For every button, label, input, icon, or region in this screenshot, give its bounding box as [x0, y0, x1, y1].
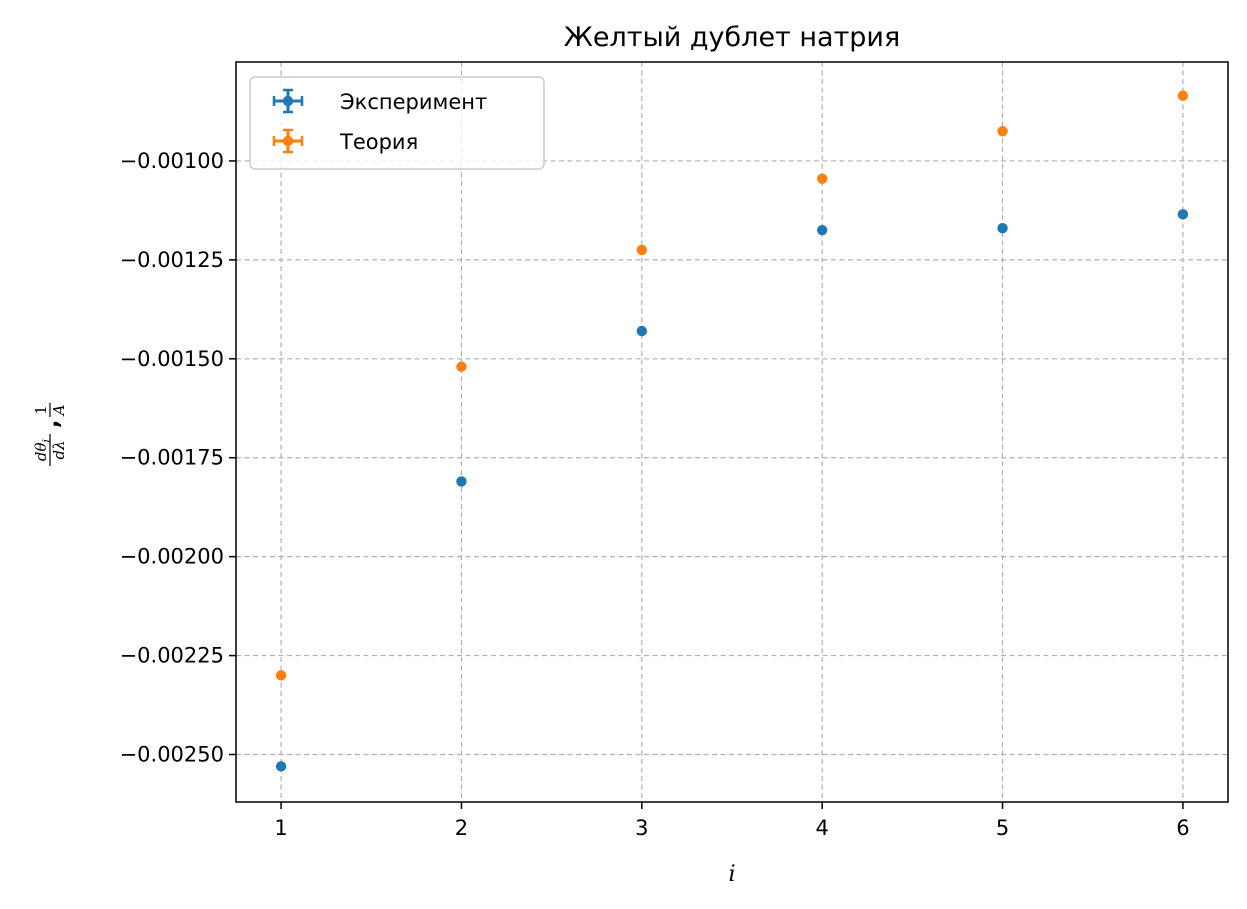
grid-layer — [236, 62, 1228, 802]
data-point-theory — [997, 126, 1008, 137]
series-layer — [275, 90, 1189, 772]
y-tick-label: −0.00125 — [120, 248, 224, 272]
y-label-comma: , — [39, 420, 64, 428]
data-point-experiment — [636, 325, 648, 337]
data-point-experiment — [275, 761, 287, 772]
legend-label: Теория — [339, 130, 418, 154]
y-tick-label: −0.00250 — [120, 743, 224, 767]
x-axis-label: i — [728, 862, 735, 887]
x-tick-label: 1 — [274, 816, 287, 840]
y-label-den-b: A — [50, 404, 68, 417]
x-tick-label: 2 — [455, 816, 468, 840]
y-tick-label: −0.00150 — [120, 347, 224, 371]
data-point-theory — [816, 173, 828, 184]
data-point-experiment — [1177, 209, 1189, 220]
y-tick-label: −0.00175 — [120, 446, 224, 470]
y-label-den-a: dλ — [50, 440, 68, 459]
data-point-theory — [1177, 90, 1189, 101]
data-point-experiment — [997, 223, 1008, 234]
y-tick-label: −0.00225 — [120, 644, 224, 668]
legend-items: Эксперимент Теория — [272, 88, 487, 154]
data-point-experiment — [456, 476, 467, 487]
y-label-num-b: 1 — [32, 405, 50, 415]
legend-label: Эксперимент — [340, 90, 487, 114]
legend-item: Эксперимент — [272, 88, 487, 114]
legend: Эксперимент Теория — [249, 76, 545, 170]
chart-title: Желтый дублет натрия — [564, 22, 900, 53]
y-tick-label: −0.00100 — [120, 149, 224, 173]
data-point-theory — [275, 670, 287, 681]
legend-item: Теория — [272, 128, 418, 154]
plot-frame — [235, 61, 1229, 803]
x-tick-label: 3 — [635, 816, 648, 840]
y-label-sub-a: i — [40, 439, 53, 443]
legend-frame — [249, 76, 545, 170]
data-point-theory — [456, 361, 467, 372]
legend-marker-dot — [282, 135, 294, 147]
y-tick-label: −0.00200 — [120, 545, 224, 569]
x-tick-label: 6 — [1176, 816, 1189, 840]
data-point-experiment — [816, 224, 828, 236]
tick-layer: 1 2 3 4 5 6 −0.00100 −0.00125 −0.00150 −0.00175 −0… — [120, 149, 1190, 840]
legend-marker-dot — [282, 95, 294, 107]
y-label-num-a-text: dθ — [32, 442, 50, 461]
y-label-num-a: dθi — [32, 439, 53, 461]
x-tick-label: 5 — [996, 816, 1009, 840]
data-point-theory — [636, 244, 648, 256]
x-tick-label: 4 — [815, 816, 828, 840]
y-axis-label: dθi dλ , 1 A — [32, 403, 68, 466]
